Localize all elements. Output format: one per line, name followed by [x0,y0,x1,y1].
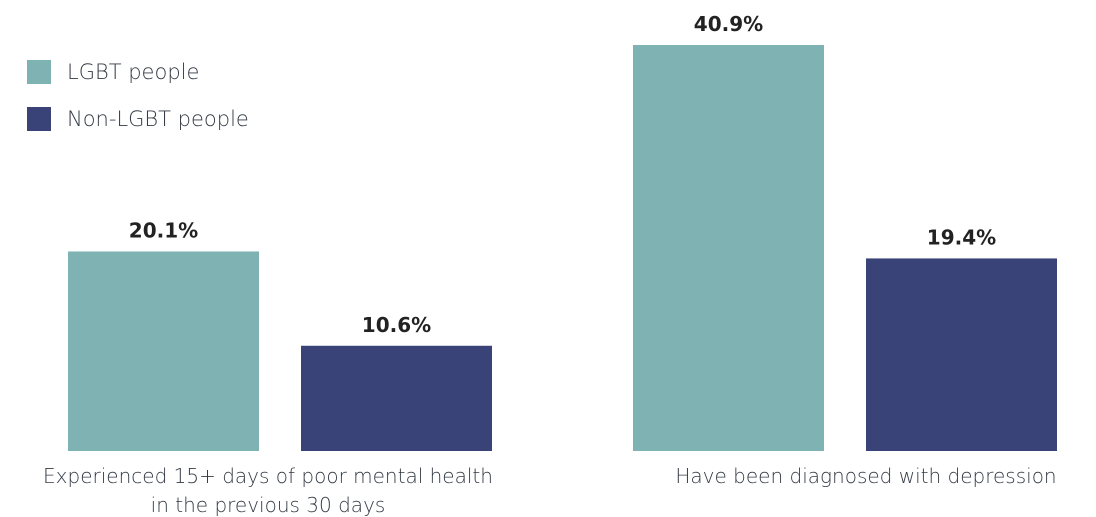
legend-item-lgbt: LGBT people [27,58,249,86]
category-label-2-line-1: Have been diagnosed with depression [675,464,1056,488]
bar-lgbt-2 [633,45,824,451]
category-label-1-line-1: Experienced 15+ days of poor mental heal… [43,464,493,488]
legend: LGBT people Non-LGBT people [27,58,249,152]
bar-non-lgbt-1 [301,345,492,451]
legend-label-lgbt: LGBT people [67,60,200,84]
data-label-non-lgbt-2: 19.4% [927,225,996,249]
data-label-lgbt-2: 40.9% [694,12,763,36]
legend-swatch-non-lgbt [27,107,51,131]
legend-swatch-lgbt [27,60,51,84]
category-label-1-line-2: in the previous 30 days [151,493,386,517]
data-label-non-lgbt-1: 10.6% [362,313,431,337]
legend-label-non-lgbt: Non-LGBT people [67,107,249,131]
data-label-lgbt-1: 20.1% [129,218,198,242]
bar-non-lgbt-2 [866,258,1057,451]
bar-lgbt-1 [68,251,259,451]
legend-item-non-lgbt: Non-LGBT people [27,105,249,133]
